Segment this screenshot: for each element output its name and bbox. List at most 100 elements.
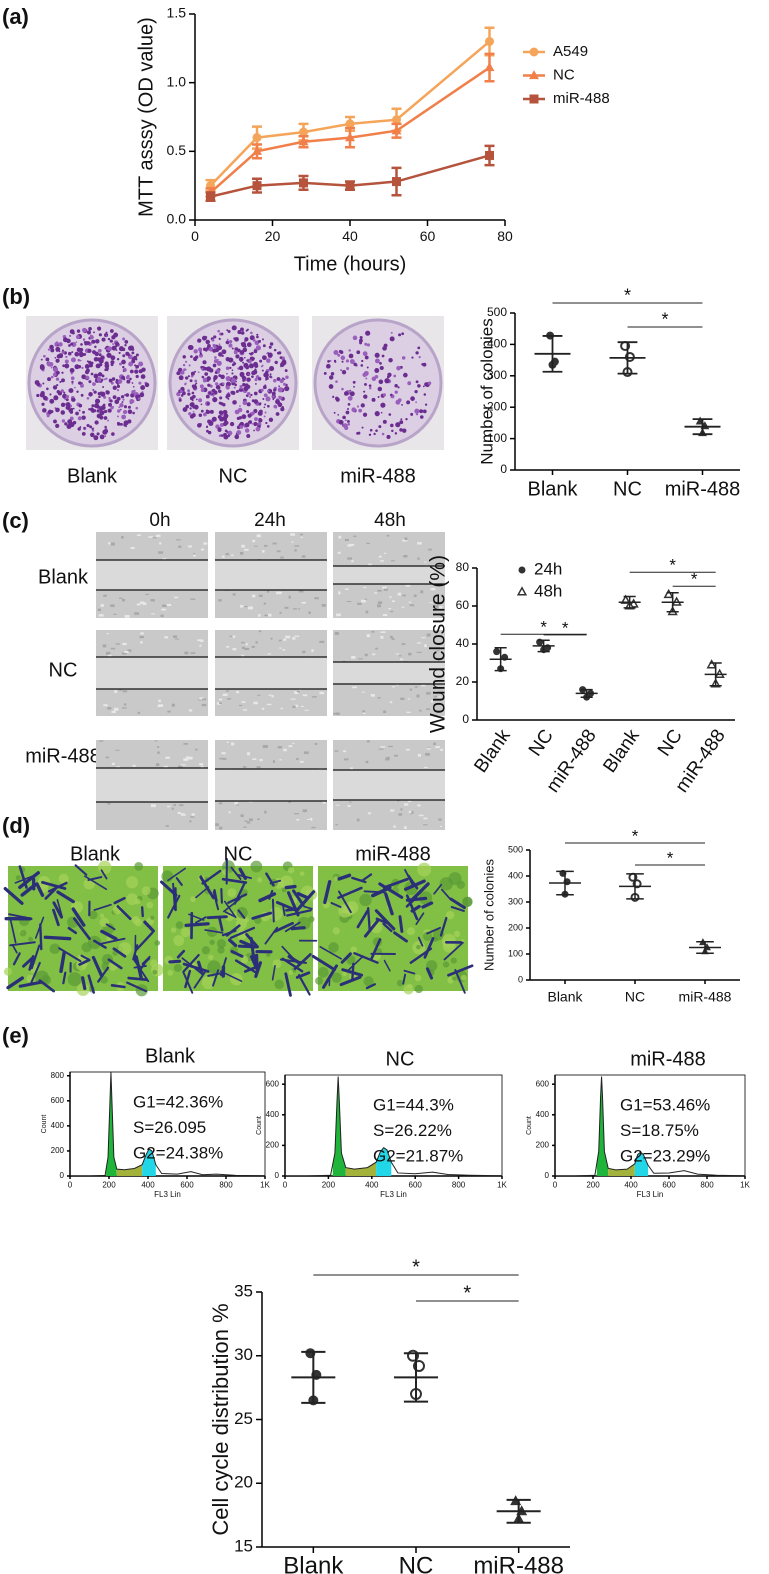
texture [102, 644, 107, 648]
texture [163, 765, 168, 769]
cell [135, 931, 154, 952]
texture [385, 756, 390, 760]
colony [180, 370, 185, 375]
x-tick-label: 400 [141, 1181, 155, 1190]
colony [394, 432, 398, 435]
texture [383, 710, 387, 714]
colony [401, 332, 405, 336]
texture [201, 946, 210, 955]
texture [3, 967, 13, 976]
colony [103, 395, 107, 399]
texture [241, 701, 246, 703]
colony [187, 375, 190, 378]
cell [421, 901, 434, 909]
colony [222, 409, 228, 415]
error-bar [301, 1350, 326, 1404]
colony [352, 335, 358, 341]
texture [111, 762, 115, 765]
colony [220, 434, 224, 437]
cell [81, 976, 87, 991]
colony [265, 421, 268, 425]
texture [377, 601, 383, 605]
cell [43, 935, 72, 941]
colony [127, 405, 131, 409]
colony [188, 364, 191, 367]
colony [184, 383, 187, 386]
colony [394, 384, 398, 388]
colony [96, 376, 102, 382]
colony [62, 364, 66, 368]
y-tick-label: 20 [456, 674, 470, 688]
x-tick-label: 600 [662, 1181, 676, 1190]
colony [190, 371, 195, 376]
colony [234, 347, 239, 352]
texture [365, 610, 369, 614]
cell [184, 969, 192, 989]
colony [231, 382, 235, 386]
colony [273, 388, 277, 392]
cell [207, 971, 224, 977]
texture [170, 927, 177, 933]
texture [179, 804, 184, 807]
texture [452, 976, 457, 981]
y-tick-label: 30 [234, 1345, 253, 1364]
colony [104, 435, 107, 438]
texture [246, 821, 251, 824]
colony [246, 359, 249, 362]
cell [219, 970, 243, 983]
texture [230, 554, 234, 556]
cell [172, 882, 176, 911]
colony [231, 347, 234, 350]
colony [347, 395, 353, 401]
colony [381, 354, 385, 358]
colony [240, 342, 244, 345]
colony [330, 372, 335, 376]
texture [300, 536, 303, 538]
texture [115, 749, 120, 751]
texture [154, 940, 161, 946]
y-tick-label: 400 [487, 337, 507, 351]
colony [424, 403, 428, 406]
x-tick-label: 200 [586, 1181, 600, 1190]
y-tick-label: 500 [508, 844, 523, 854]
cell [330, 902, 342, 908]
colony [187, 345, 193, 350]
colony [417, 384, 421, 388]
texture [414, 984, 423, 994]
colony [125, 425, 128, 428]
colony [70, 357, 76, 363]
cell [91, 955, 104, 978]
cell [30, 944, 41, 970]
significance-label: * [562, 618, 569, 637]
colony [103, 428, 109, 434]
colony [269, 373, 272, 376]
colony [239, 405, 241, 407]
colony [77, 358, 81, 362]
colony [229, 366, 232, 370]
texture [121, 598, 126, 602]
colony [122, 337, 126, 341]
x-tick-label: 400 [624, 1181, 638, 1190]
x-tick-label: miR-488 [473, 1552, 564, 1574]
colony [46, 361, 52, 367]
cell [284, 884, 297, 890]
colony [264, 373, 269, 378]
texture [292, 742, 295, 744]
colony [105, 366, 109, 371]
cell [337, 890, 352, 914]
colony [184, 360, 188, 363]
x-tick-label: 200 [322, 1181, 336, 1190]
colony [98, 353, 102, 357]
texture [108, 542, 111, 545]
x-tick-label: miR-488 [679, 989, 732, 1005]
colony [340, 355, 346, 361]
cell [222, 897, 241, 913]
colony [40, 358, 43, 361]
cell [176, 949, 186, 959]
colony [343, 391, 349, 396]
colony [351, 407, 357, 413]
texture [393, 825, 396, 828]
cell [405, 896, 428, 902]
colony [185, 376, 189, 380]
texture [234, 801, 238, 805]
